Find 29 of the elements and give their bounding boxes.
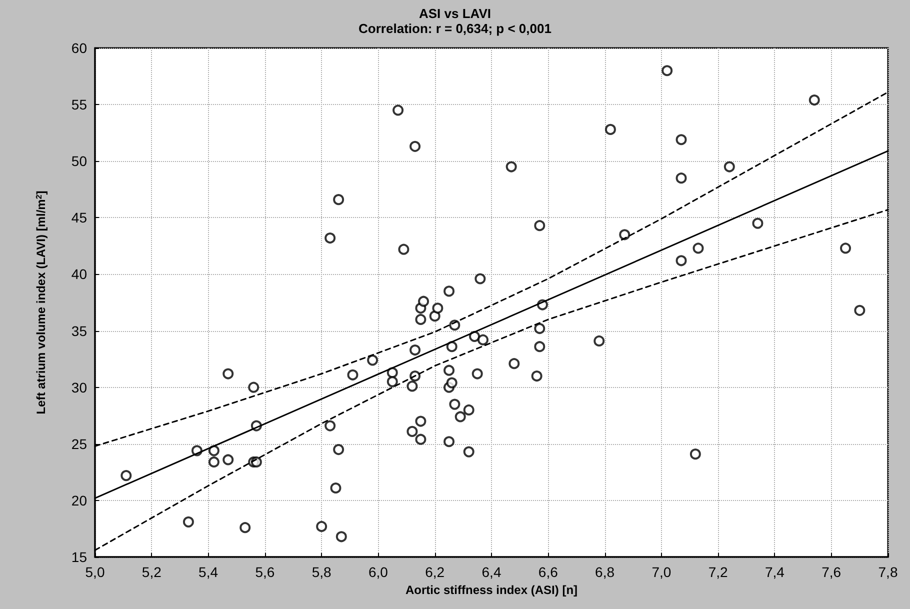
x-tick-label: 6,4	[482, 564, 502, 580]
y-tick-label: 15	[71, 549, 88, 565]
x-tick-label: 6,2	[425, 564, 445, 580]
x-tick-label: 5,8	[312, 564, 332, 580]
chart-subtitle: Correlation: r = 0,634; p < 0,001	[358, 21, 552, 36]
y-tick-label: 45	[71, 210, 88, 226]
x-tick-label: 5,2	[142, 564, 162, 580]
y-tick-label: 35	[71, 322, 88, 339]
y-tick-label: 50	[71, 153, 88, 170]
x-tick-label: 7,0	[652, 564, 672, 580]
x-tick-label: 6,6	[538, 564, 558, 580]
x-tick-label: 7,8	[878, 564, 898, 580]
y-axis-title: Left atrium volume index (LAVI) [ml/m2]	[34, 190, 48, 414]
x-tick-label: 7,6	[822, 564, 842, 580]
x-tick-label: 5,4	[198, 564, 218, 580]
x-tick-label: 5,0	[85, 564, 105, 580]
x-tick-label: 5,6	[255, 564, 275, 580]
x-tick-label: 7,2	[708, 564, 728, 580]
y-tick-label: 60	[71, 40, 88, 56]
x-axis-title: Aortic stiffness index (ASI) [n]	[405, 582, 578, 597]
x-tick-label: 6,0	[368, 564, 388, 580]
y-tick-label: 25	[71, 436, 88, 452]
y-tick-label: 30	[71, 379, 88, 396]
y-tick-label: 55	[71, 96, 88, 113]
y-tick-label: 40	[71, 266, 88, 282]
y-tick-label: 20	[71, 492, 88, 508]
chart-title: ASI vs LAVI	[418, 6, 492, 21]
x-tick-label: 6,8	[595, 564, 615, 580]
x-tick-label: 7,4	[764, 564, 785, 580]
